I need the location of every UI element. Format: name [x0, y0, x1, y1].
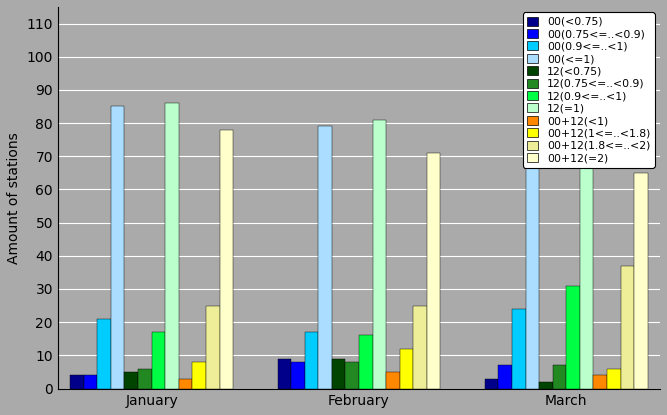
- Bar: [634, 173, 648, 388]
- Bar: [526, 123, 539, 388]
- Bar: [373, 120, 386, 388]
- Bar: [305, 332, 318, 388]
- Bar: [219, 130, 233, 388]
- Bar: [70, 375, 84, 388]
- Bar: [192, 362, 206, 388]
- Bar: [84, 375, 97, 388]
- Bar: [179, 378, 192, 388]
- Bar: [427, 153, 440, 388]
- Bar: [206, 305, 219, 388]
- Bar: [386, 372, 400, 388]
- Bar: [607, 369, 620, 388]
- Bar: [97, 319, 111, 388]
- Bar: [485, 378, 498, 388]
- Bar: [400, 349, 414, 388]
- Bar: [359, 335, 373, 388]
- Bar: [566, 286, 580, 388]
- Bar: [553, 365, 566, 388]
- Bar: [346, 362, 359, 388]
- Bar: [318, 127, 331, 388]
- Bar: [512, 309, 526, 388]
- Bar: [331, 359, 346, 388]
- Bar: [594, 375, 607, 388]
- Bar: [111, 107, 125, 388]
- Bar: [539, 382, 553, 388]
- Bar: [151, 332, 165, 388]
- Y-axis label: Amount of stations: Amount of stations: [7, 132, 21, 264]
- Bar: [277, 359, 291, 388]
- Bar: [138, 369, 151, 388]
- Bar: [125, 372, 138, 388]
- Bar: [580, 143, 594, 388]
- Legend: 00(<0.75), 00(0.75<=..<0.9), 00(0.9<=..<1), 00(<=1), 12(<0.75), 12(0.75<=..<0.9): 00(<0.75), 00(0.75<=..<0.9), 00(0.9<=..<…: [523, 12, 654, 168]
- Bar: [291, 362, 305, 388]
- Bar: [414, 305, 427, 388]
- Bar: [620, 266, 634, 388]
- Bar: [165, 103, 179, 388]
- Bar: [498, 365, 512, 388]
